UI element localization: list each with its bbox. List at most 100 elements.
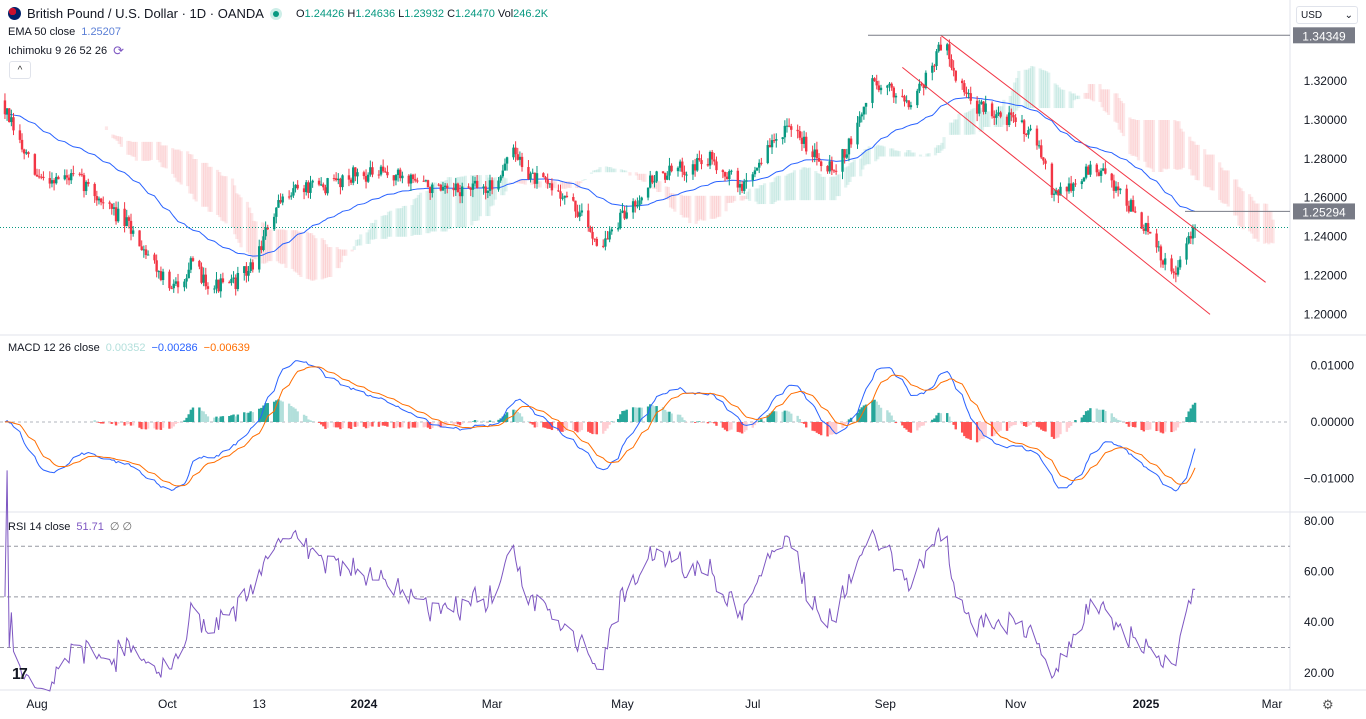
- candle-body: [593, 238, 596, 240]
- macd-histogram-bar: [144, 422, 148, 430]
- macd-histogram-bar: [116, 422, 120, 424]
- macd-histogram-bar: [723, 422, 727, 430]
- candle-body: [311, 180, 314, 183]
- ema-legend[interactable]: EMA 50 close 1.25207: [8, 26, 121, 38]
- candle-body: [505, 157, 509, 164]
- ichimoku-legend[interactable]: Ichimoku 9 26 52 26 ⟳: [8, 43, 124, 59]
- candle-body: [138, 230, 141, 247]
- rsi-legend[interactable]: RSI 14 close 51.71 ∅ ∅: [8, 520, 132, 534]
- macd-histogram-bar: [516, 411, 519, 422]
- macd-histogram-bar: [772, 411, 776, 422]
- macd-histogram-bar: [1142, 422, 1145, 432]
- macd-histogram-bar: [264, 403, 267, 422]
- close-value: 1.24470: [455, 7, 495, 20]
- macd-histogram-bar: [834, 422, 838, 434]
- macd-histogram-bar: [1172, 422, 1175, 432]
- macd-histogram-bar: [266, 403, 269, 422]
- channel-upper-line[interactable]: [940, 34, 1266, 283]
- macd-histogram-bar: [1155, 422, 1158, 432]
- macd-histogram-bar: [99, 422, 103, 424]
- macd-histogram-bar: [381, 422, 385, 426]
- candle-body: [1022, 120, 1026, 135]
- candle-body: [1125, 188, 1128, 206]
- macd-histogram-bar: [213, 417, 216, 422]
- macd-histogram-bar: [362, 422, 366, 427]
- candle-body: [422, 180, 425, 182]
- macd-histogram-bar: [191, 407, 195, 422]
- candle-body: [1052, 193, 1056, 195]
- candle-body: [65, 175, 69, 178]
- candle-body: [978, 104, 981, 114]
- time-axis-label: 2025: [1133, 697, 1160, 711]
- candle-body: [48, 178, 52, 184]
- candle-body: [349, 179, 353, 183]
- macd-histogram-bar: [125, 422, 128, 425]
- candle-body: [249, 262, 252, 271]
- candle-body: [606, 238, 609, 240]
- candle-body: [401, 175, 404, 179]
- candle-body: [377, 174, 381, 176]
- candle-body: [93, 183, 96, 197]
- candle-body: [1020, 120, 1024, 123]
- candle-body: [219, 278, 222, 292]
- candle-body: [294, 184, 297, 189]
- macd-histogram-bar: [901, 422, 904, 426]
- candle-body: [1084, 166, 1088, 178]
- macd-histogram-bar: [832, 422, 836, 435]
- macd-histogram-bar: [967, 422, 970, 439]
- symbol-title[interactable]: British Pound / U.S. Dollar · 1D · OANDA: [27, 6, 264, 21]
- currency-select[interactable]: USD ⌄: [1296, 6, 1358, 24]
- candle-body: [183, 281, 186, 288]
- candle-body: [916, 90, 919, 106]
- macd-histogram-bar: [651, 405, 654, 422]
- candle-body: [681, 161, 684, 172]
- gear-icon[interactable]: ⚙: [1322, 697, 1334, 712]
- macd-histogram-bar: [228, 415, 231, 422]
- macd-histogram-bar: [97, 422, 101, 423]
- candle-body: [655, 171, 658, 182]
- candle-body: [685, 174, 688, 176]
- macd-histogram-bar: [275, 400, 278, 422]
- candle-body: [309, 182, 312, 193]
- candle-body: [5, 108, 9, 115]
- candle-body: [1007, 112, 1011, 125]
- candle-body: [646, 187, 650, 198]
- macd-histogram-bar: [1037, 422, 1041, 428]
- macd-histogram-bar: [670, 413, 673, 422]
- candle-body: [663, 172, 667, 180]
- macd-histogram-bar: [356, 422, 359, 427]
- candle-body: [37, 176, 41, 178]
- macd-label: MACD 12 26 close: [8, 342, 100, 354]
- time-axis-label: 13: [253, 697, 267, 711]
- candle-body: [640, 197, 643, 201]
- macd-histogram-bar: [279, 400, 282, 422]
- macd-legend[interactable]: MACD 12 26 close 0.00352 −0.00286 −0.006…: [8, 342, 250, 354]
- candle-body: [815, 149, 819, 159]
- candle-body: [931, 65, 934, 73]
- macd-histogram-bar: [589, 422, 592, 433]
- candle-body: [213, 288, 216, 290]
- candle-body: [386, 171, 389, 176]
- candle-body: [572, 197, 575, 201]
- macd-histogram-bar: [1035, 422, 1039, 427]
- candle-body: [153, 254, 156, 261]
- macd-histogram-bar: [604, 422, 607, 431]
- candle-body: [623, 210, 626, 219]
- tradingview-logo[interactable]: 17: [12, 666, 28, 683]
- macd-histogram-bar: [542, 422, 545, 428]
- channel-lower-line[interactable]: [902, 66, 1211, 315]
- macd-histogram-bar: [817, 422, 821, 435]
- macd-histogram-bar: [888, 412, 891, 422]
- candle-body: [22, 149, 26, 154]
- chevron-up-icon[interactable]: ^: [9, 61, 31, 79]
- macd-histogram-bar: [469, 422, 472, 423]
- macd-histogram-bar: [520, 416, 524, 422]
- candle-body: [649, 175, 652, 188]
- candle-body: [334, 178, 338, 181]
- macd-histogram-bar: [1178, 422, 1182, 424]
- macd-histogram-bar: [183, 420, 186, 422]
- candle-body: [482, 186, 485, 188]
- macd-histogram-bar: [922, 422, 925, 426]
- candle-body: [946, 44, 949, 51]
